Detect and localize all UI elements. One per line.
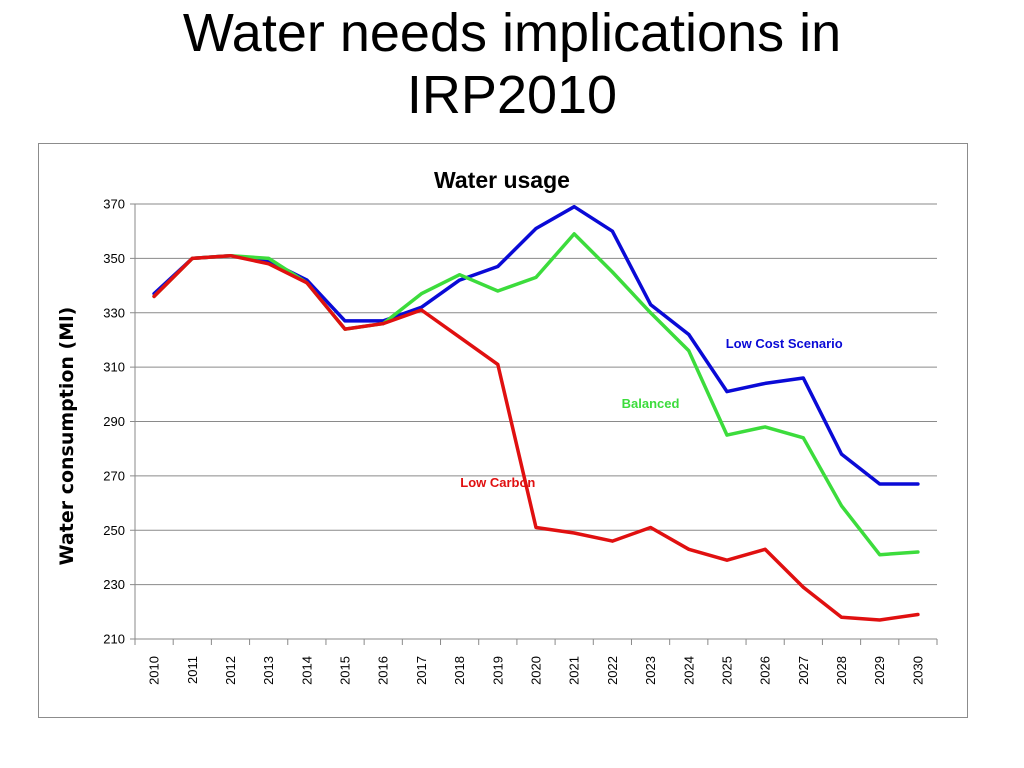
x-tick-label: 2024 xyxy=(681,656,696,685)
data-point-balanced xyxy=(801,436,805,440)
x-tick-label: 2012 xyxy=(223,656,238,685)
series-labels: Low Cost Scenario Balanced Low Carbon xyxy=(460,336,843,490)
data-point-low-cost-scenario xyxy=(916,482,920,486)
data-point-low-cost-scenario xyxy=(725,390,729,394)
data-point-balanced xyxy=(763,425,767,429)
series-line-balanced xyxy=(152,232,920,557)
x-tick-label: 2018 xyxy=(452,656,467,685)
data-point-balanced xyxy=(610,270,614,274)
data-point-balanced xyxy=(840,504,844,508)
x-tick-label: 2022 xyxy=(605,656,620,685)
data-point-balanced xyxy=(572,232,576,236)
y-tick-label: 330 xyxy=(103,305,125,320)
series-label-balanced: Balanced xyxy=(622,396,680,411)
x-tick-label: 2019 xyxy=(490,656,505,685)
x-tick-label: 2013 xyxy=(261,656,276,685)
data-point-balanced xyxy=(687,349,691,353)
data-point-balanced xyxy=(458,273,462,277)
data-point-balanced xyxy=(534,275,538,279)
data-point-low-cost-scenario xyxy=(343,319,347,323)
data-point-low-carbon xyxy=(190,256,194,260)
data-point-balanced xyxy=(878,553,882,557)
x-tick-label: 2027 xyxy=(796,656,811,685)
data-point-low-carbon xyxy=(840,615,844,619)
x-tick-label: 2015 xyxy=(338,656,353,685)
data-point-low-cost-scenario xyxy=(610,229,614,233)
data-point-balanced xyxy=(496,289,500,293)
data-point-low-carbon xyxy=(496,362,500,366)
data-point-low-carbon xyxy=(343,327,347,331)
data-point-low-cost-scenario xyxy=(419,305,423,309)
data-point-low-carbon xyxy=(419,308,423,312)
data-point-balanced xyxy=(725,433,729,437)
y-tick-label: 370 xyxy=(103,197,125,212)
x-tick-label: 2029 xyxy=(872,656,887,685)
axes: 210 230 250 270 290 310 330 350 370 2010 2011 2012 2… xyxy=(103,197,938,685)
x-tick-label: 2021 xyxy=(567,656,582,685)
data-point-low-carbon xyxy=(381,322,385,326)
x-tick-label: 2020 xyxy=(529,656,544,685)
data-point-low-cost-scenario xyxy=(840,452,844,456)
series-label-low-cost-scenario: Low Cost Scenario xyxy=(726,336,843,351)
y-tick-label: 230 xyxy=(103,577,125,592)
data-point-low-carbon xyxy=(878,618,882,622)
chart-title: Water usage xyxy=(434,167,570,193)
x-tick-label: 2011 xyxy=(185,656,200,684)
y-tick-label: 270 xyxy=(103,468,125,483)
y-tick-label: 210 xyxy=(103,632,125,647)
data-point-low-cost-scenario xyxy=(878,482,882,486)
data-point-low-cost-scenario xyxy=(458,278,462,282)
data-point-low-carbon xyxy=(305,281,309,285)
data-point-low-cost-scenario xyxy=(687,333,691,336)
data-point-low-carbon xyxy=(610,539,614,543)
data-point-low-carbon xyxy=(801,585,805,589)
data-point-low-carbon xyxy=(725,558,729,562)
data-point-low-carbon xyxy=(572,531,576,535)
data-point-low-carbon xyxy=(687,547,691,551)
data-point-low-cost-scenario xyxy=(763,381,767,385)
series-lines xyxy=(152,204,920,622)
y-tick-label: 310 xyxy=(103,360,125,375)
data-point-low-carbon xyxy=(916,613,920,617)
slide-title: Water needs implications in IRP2010 xyxy=(182,3,842,125)
data-point-low-cost-scenario xyxy=(496,265,500,269)
data-point-low-cost-scenario xyxy=(649,303,653,307)
x-tick-label: 2017 xyxy=(414,656,429,685)
data-point-low-cost-scenario xyxy=(534,226,538,230)
data-point-low-carbon xyxy=(458,335,462,339)
x-tick-label: 2014 xyxy=(299,656,314,685)
x-tick-label: 2026 xyxy=(758,656,773,685)
data-point-low-cost-scenario xyxy=(801,376,805,380)
data-point-balanced xyxy=(267,256,271,260)
x-tick-label: 2025 xyxy=(719,656,734,685)
data-point-low-carbon xyxy=(649,526,653,530)
x-tick-label: 2030 xyxy=(910,656,925,685)
x-tick-label: 2010 xyxy=(147,656,162,685)
data-point-balanced xyxy=(916,550,920,554)
data-point-balanced xyxy=(649,311,653,315)
x-tick-label: 2028 xyxy=(834,656,849,685)
x-tick-label: 2016 xyxy=(376,656,391,685)
data-point-low-carbon xyxy=(228,254,232,258)
series-label-low-carbon: Low Carbon xyxy=(460,475,535,490)
x-tick-label: 2023 xyxy=(643,656,658,685)
data-point-low-carbon xyxy=(534,526,538,530)
y-tick-label: 250 xyxy=(103,523,125,538)
y-tick-label: 290 xyxy=(103,414,125,429)
data-point-low-carbon xyxy=(152,294,156,298)
data-point-balanced xyxy=(419,292,423,296)
data-point-low-carbon xyxy=(267,262,271,266)
data-point-low-carbon xyxy=(763,547,767,551)
y-axis-label: Water consumption (Ml) xyxy=(56,307,78,566)
y-tick-label: 350 xyxy=(103,251,125,266)
data-point-low-cost-scenario xyxy=(572,205,576,209)
chart-frame xyxy=(38,143,968,718)
